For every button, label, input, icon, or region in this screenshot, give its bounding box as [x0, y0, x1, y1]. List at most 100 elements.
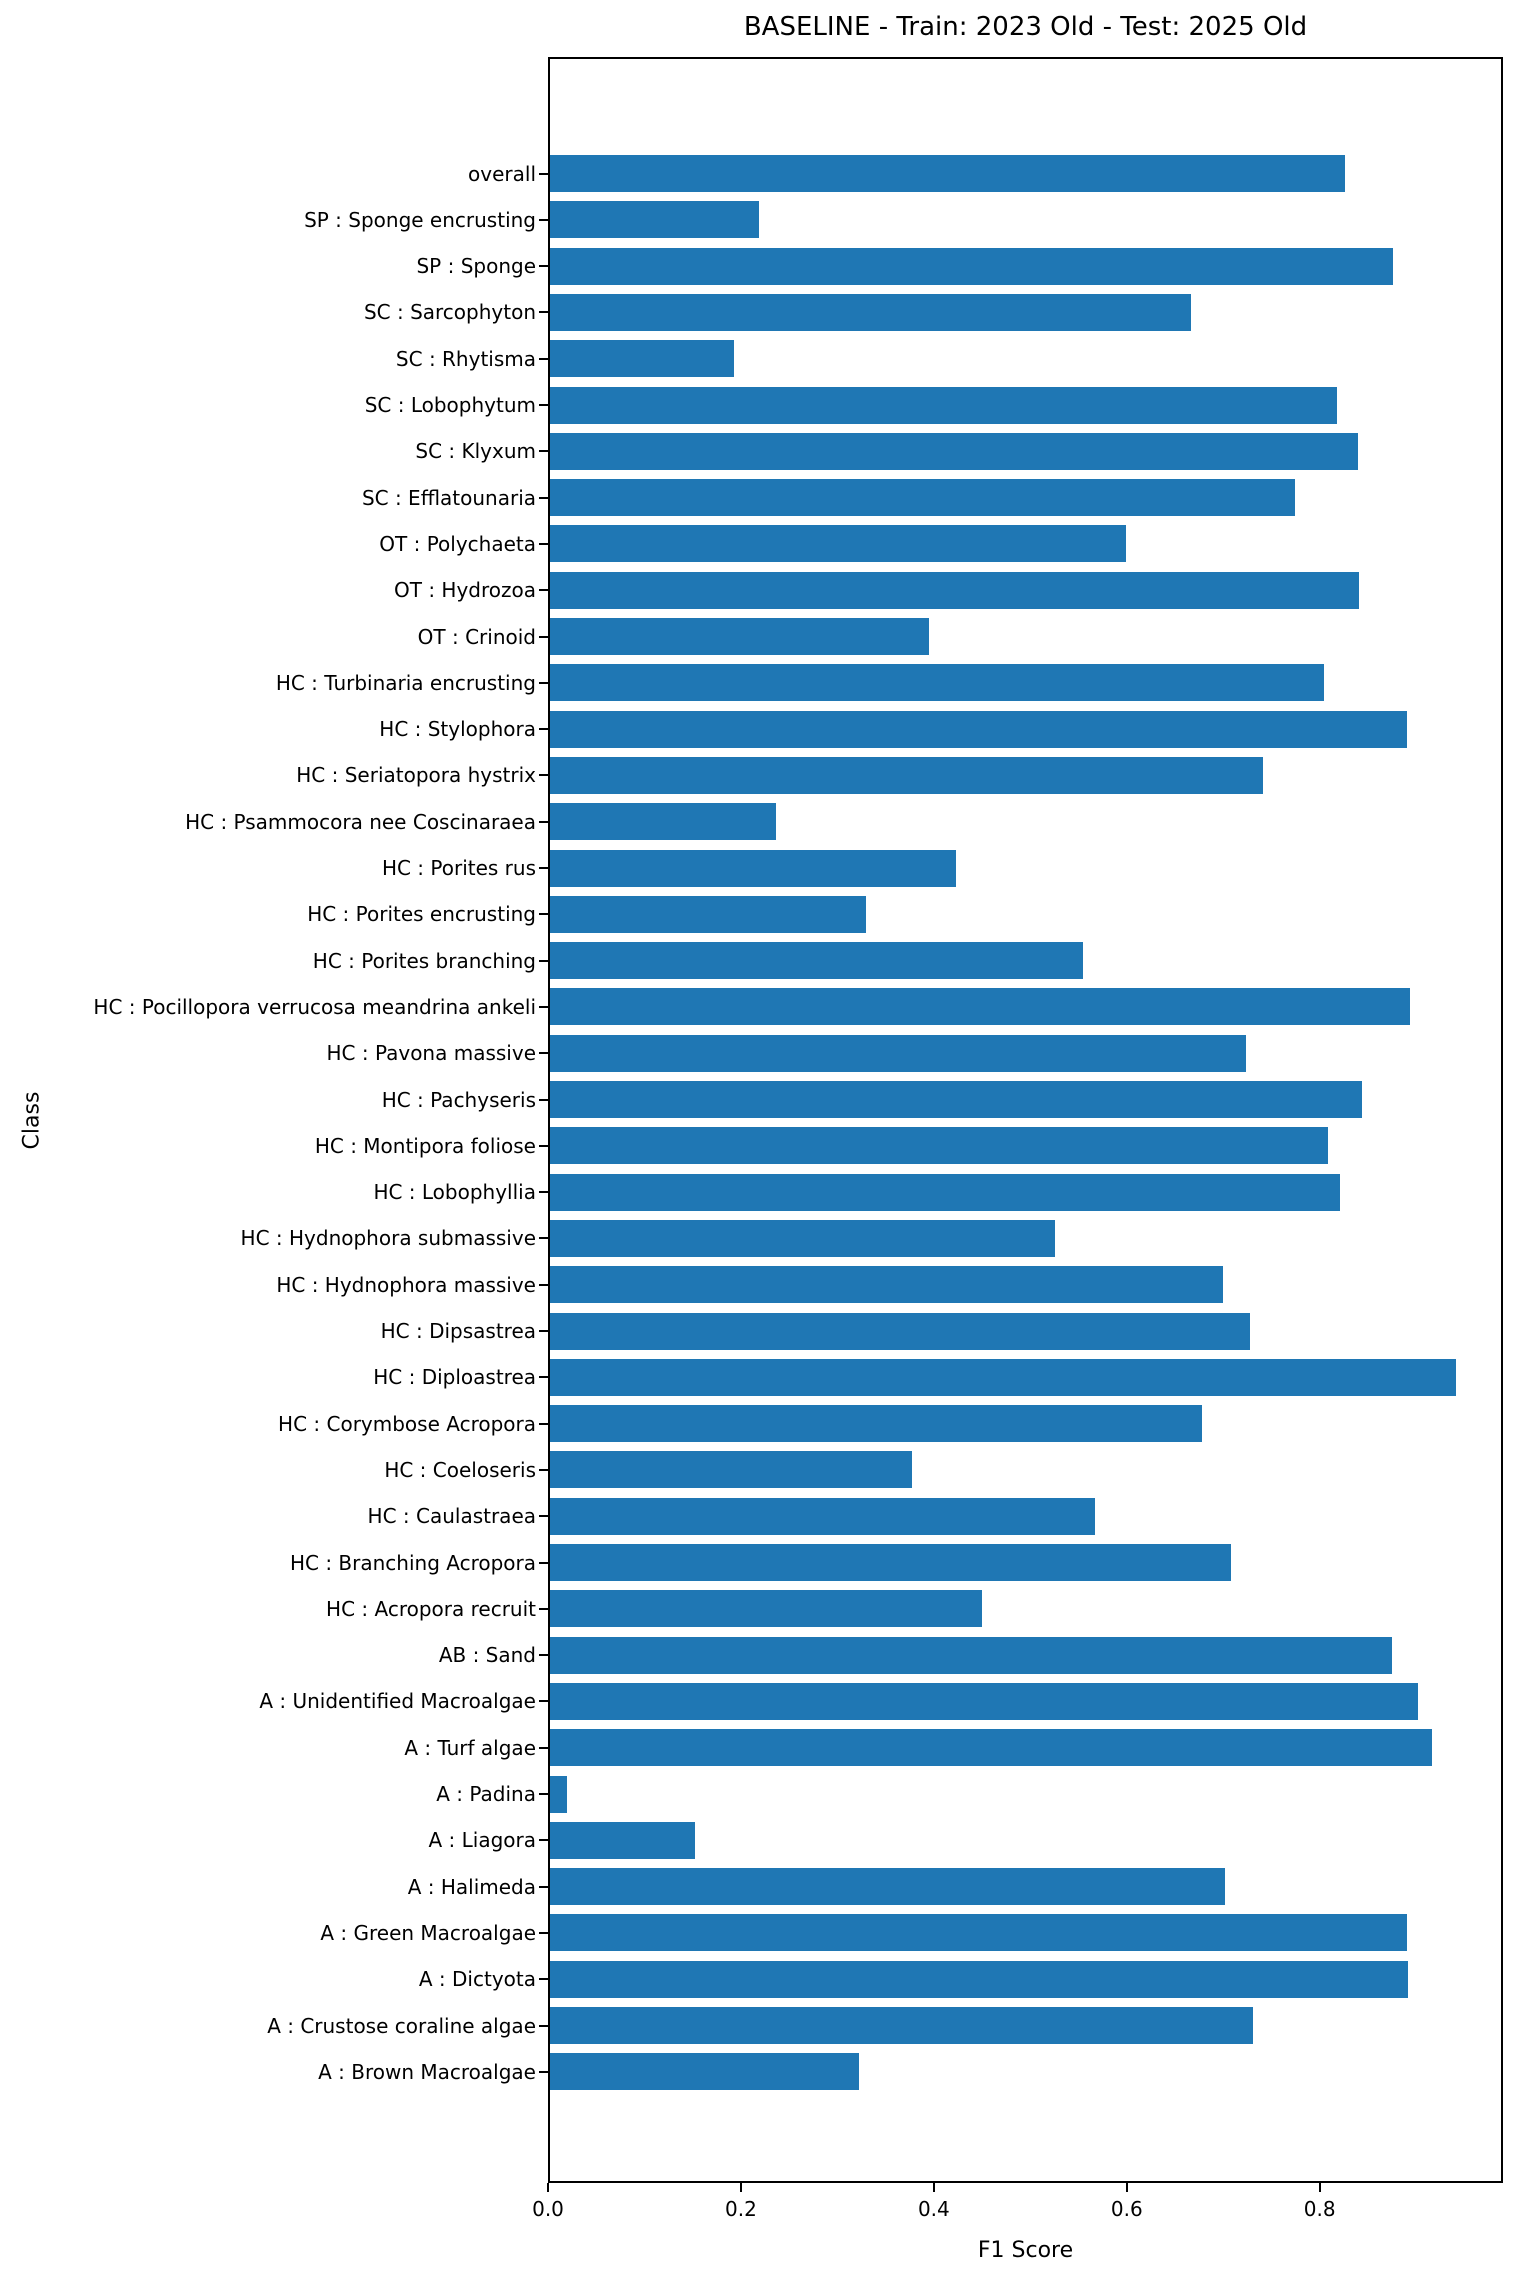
category-label: AB : Sand [438, 1643, 536, 1668]
bar [550, 1312, 1251, 1350]
bar [550, 849, 957, 887]
x-axis-label: F1 Score [977, 2238, 1074, 2263]
bar [550, 1034, 1246, 1072]
category-label: HC : Coeloseris [384, 1457, 536, 1482]
plot-area [548, 57, 1503, 2183]
bar [550, 803, 776, 841]
y-tick-mark [539, 728, 548, 731]
bar [550, 1266, 1224, 1304]
bar [550, 1358, 1456, 1396]
category-label: A : Unidentified Macroalgae [259, 1689, 536, 1714]
y-tick-mark [539, 1561, 548, 1564]
category-label: A : Turf algae [404, 1735, 536, 1760]
category-label: SC : Efflatounaria [361, 485, 536, 510]
bar [550, 1590, 983, 1628]
category-label: HC : Turbinaria encrusting [275, 670, 536, 695]
category-label: HC : Pocillopora verrucosa meandrina ank… [93, 994, 536, 1019]
x-tick-mark [1318, 2183, 1321, 2192]
y-tick-mark [539, 450, 548, 453]
category-label: A : Halimeda [407, 1874, 536, 1899]
x-tick-label: 0.6 [1110, 2197, 1143, 2221]
y-tick-mark [539, 1654, 548, 1657]
x-tick-mark [932, 2183, 935, 2192]
bar [550, 1729, 1432, 1767]
y-tick-mark [539, 774, 548, 777]
bar [550, 247, 1393, 285]
category-label: HC : Porites rus [381, 856, 536, 880]
y-tick-mark [539, 1052, 548, 1055]
category-label: A : Brown Macroalgae [318, 2059, 536, 2084]
category-label: SP : Sponge [416, 254, 536, 279]
bar [550, 2053, 860, 2091]
bar [550, 1636, 1392, 1674]
y-tick-mark [539, 1422, 548, 1425]
bar [550, 571, 1359, 609]
y-tick-mark [539, 681, 548, 684]
bar [550, 1960, 1408, 1998]
y-tick-mark [539, 635, 548, 638]
category-label: SP : Sponge encrusting [304, 207, 536, 232]
bar [550, 1173, 1340, 1211]
y-tick-mark [539, 2024, 548, 2027]
bar [550, 710, 1407, 748]
y-tick-mark [539, 820, 548, 823]
y-tick-mark [539, 1515, 548, 1518]
category-label: SC : Lobophytum [364, 393, 536, 417]
y-tick-mark [539, 496, 548, 499]
category-label: HC : Caulastraea [367, 1504, 536, 1529]
category-label: HC : Hydnophora submassive [240, 1226, 536, 1251]
category-label: A : Green Macroalgae [320, 1920, 536, 1945]
y-tick-mark [539, 542, 548, 545]
y-tick-mark [539, 1931, 548, 1934]
category-label: OT : Crinoid [417, 624, 536, 649]
y-tick-mark [539, 1746, 548, 1749]
y-tick-mark [539, 959, 548, 962]
y-tick-mark [539, 1144, 548, 1147]
category-label: OT : Polychaeta [379, 531, 536, 556]
bar [550, 340, 735, 378]
x-tick-label: 0.0 [532, 2197, 564, 2221]
bar [550, 525, 1127, 563]
chart-title: BASELINE - Train: 2023 Old - Test: 2025 … [743, 12, 1308, 42]
y-tick-mark [539, 1005, 548, 1008]
bar [550, 1127, 1329, 1165]
bar [550, 1544, 1232, 1581]
y-tick-mark [539, 1793, 548, 1795]
category-label: HC : Pavona massive [326, 1041, 536, 1066]
category-label: overall [468, 161, 536, 186]
category-label: HC : Montipora foliose [314, 1133, 536, 1158]
category-label: A : Dictyota [418, 1967, 536, 1992]
y-tick-mark [539, 913, 548, 916]
x-tick-mark [1125, 2183, 1128, 2192]
bar [550, 988, 1410, 1026]
x-tick-mark [739, 2183, 742, 2192]
bar [550, 432, 1358, 470]
category-label: HC : Seriatopora hystrix [296, 763, 536, 788]
bar [550, 1682, 1419, 1720]
category-label: OT : Hydrozoa [394, 578, 536, 603]
category-label: SC : Rhytisma [395, 346, 536, 371]
y-tick-mark [539, 265, 548, 268]
bar [550, 942, 1084, 980]
category-label: HC : Acropora recruit [326, 1596, 536, 1621]
bar [550, 155, 1346, 192]
category-label: HC : Stylophora [379, 717, 536, 742]
bar [550, 664, 1325, 702]
category-label: HC : Branching Acropora [289, 1550, 536, 1575]
y-tick-mark [539, 404, 548, 406]
bar [550, 895, 866, 933]
y-tick-mark [539, 218, 548, 221]
category-label: HC : Pachyseris [381, 1087, 536, 1112]
bar [550, 1405, 1203, 1443]
bar [550, 1775, 568, 1813]
bar [550, 618, 930, 655]
y-tick-mark [539, 1237, 548, 1240]
bar [550, 1451, 913, 1489]
y-tick-mark [539, 1376, 548, 1379]
category-label: HC : Hydnophora massive [276, 1272, 536, 1297]
y-tick-mark [539, 1700, 548, 1703]
bar [550, 293, 1191, 331]
bar [550, 201, 760, 239]
y-tick-mark [539, 357, 548, 360]
x-tick-mark [547, 2183, 549, 2192]
